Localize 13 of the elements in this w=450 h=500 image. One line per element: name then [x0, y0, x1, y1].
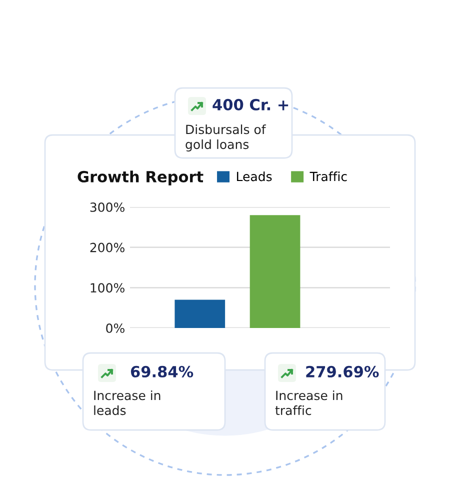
text: Increase in leads [94, 390, 160, 416]
text: Disbursals of gold loans [186, 124, 266, 152]
legend-label: Traffic [310, 172, 347, 182]
text: 69.84% [130, 366, 194, 378]
text: 279.69% [306, 366, 379, 378]
chart-title: Growth Report [78, 170, 204, 186]
y-tick-label: 200% [90, 242, 124, 252]
y-tick-label: 100% [90, 283, 124, 293]
y-tick-label: 0% [106, 323, 124, 333]
y-tick-label: 300% [90, 202, 124, 212]
legend-label: Leads [236, 172, 272, 182]
text: 400 Cr. + [212, 98, 288, 110]
text: Increase in traffic [275, 390, 342, 416]
